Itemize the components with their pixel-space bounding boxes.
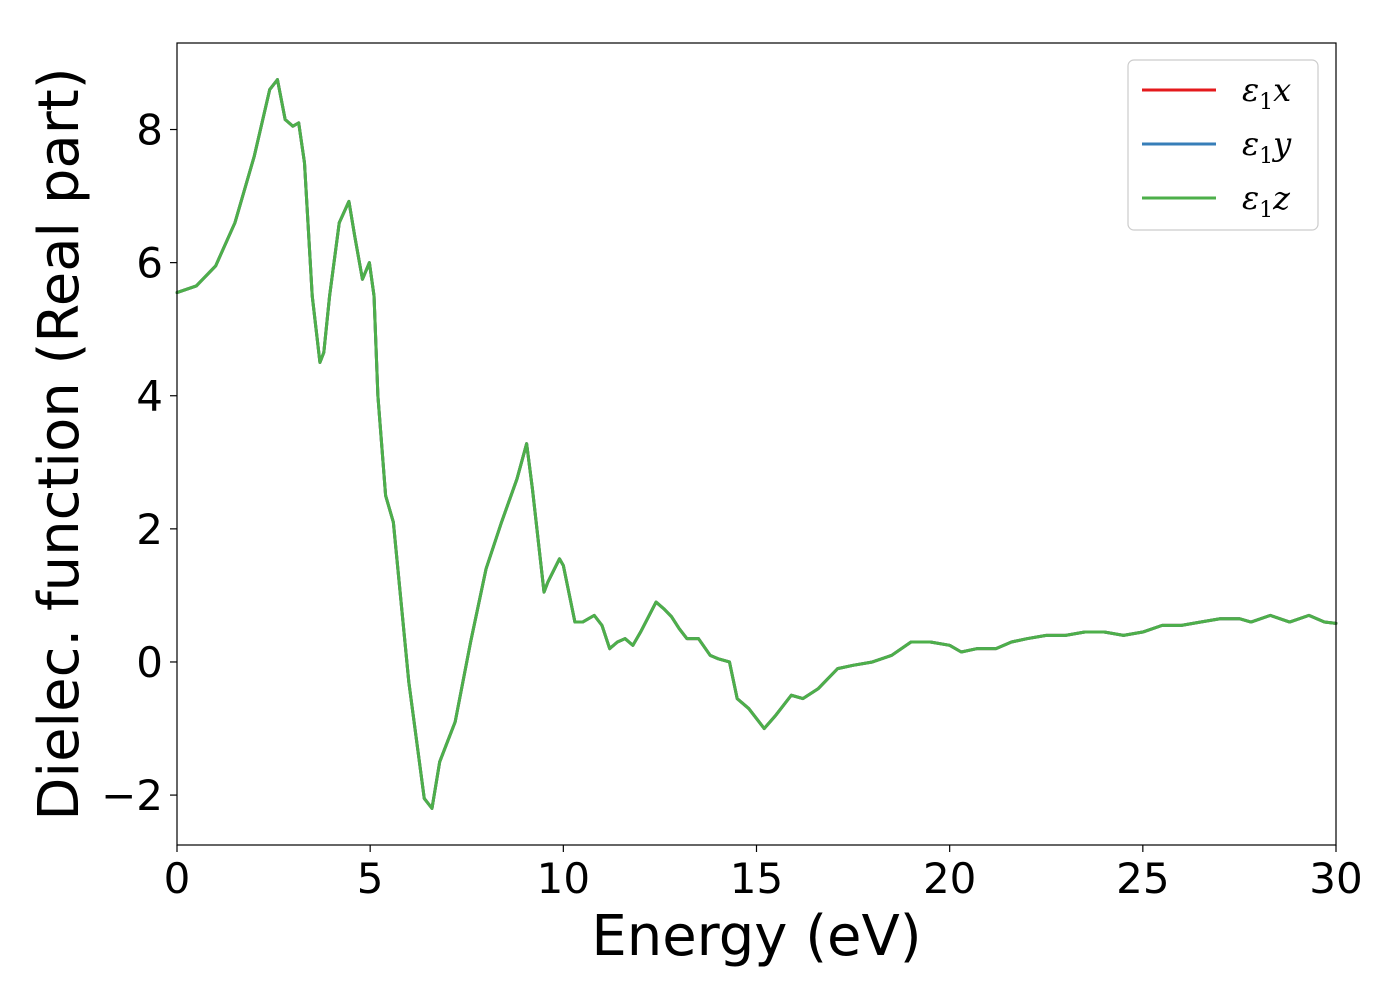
y-tick-label: 8: [136, 106, 163, 155]
plot-frame: [176, 42, 1337, 846]
x-tick-label: 5: [357, 854, 384, 903]
legend: ε1x ε1y ε1z: [1127, 59, 1319, 231]
x-tick-label: 15: [730, 854, 783, 903]
x-axis-title: Energy (eV): [591, 904, 921, 969]
x-tick-label: 0: [164, 854, 191, 903]
legend-frame: [1127, 59, 1319, 231]
y-tick-label: 2: [136, 505, 163, 554]
y-tick-label: 4: [136, 372, 163, 421]
x-tick-label: 30: [1309, 854, 1362, 903]
y-tick-label: 0: [136, 638, 163, 687]
x-tick-label: 10: [537, 854, 590, 903]
legend-label-1: ε1x: [1242, 71, 1291, 115]
y-axis-title: Dielec. function (Real part): [27, 67, 92, 820]
y-tick-label: 6: [136, 239, 163, 288]
x-tick-label: 25: [1116, 854, 1169, 903]
y-tick-label: −2: [101, 771, 163, 820]
legend-label-3: ε1z: [1242, 179, 1291, 223]
series-lines: [175, 78, 1338, 810]
legend-label-2: ε1y: [1242, 125, 1292, 169]
y-axis-ticks: −2 0 2 4 6 8: [101, 106, 177, 820]
series-line-3: [175, 78, 1338, 810]
x-axis-ticks: 0 5 10 15 20 25 30: [164, 845, 1363, 903]
x-tick-label: 20: [923, 854, 976, 903]
